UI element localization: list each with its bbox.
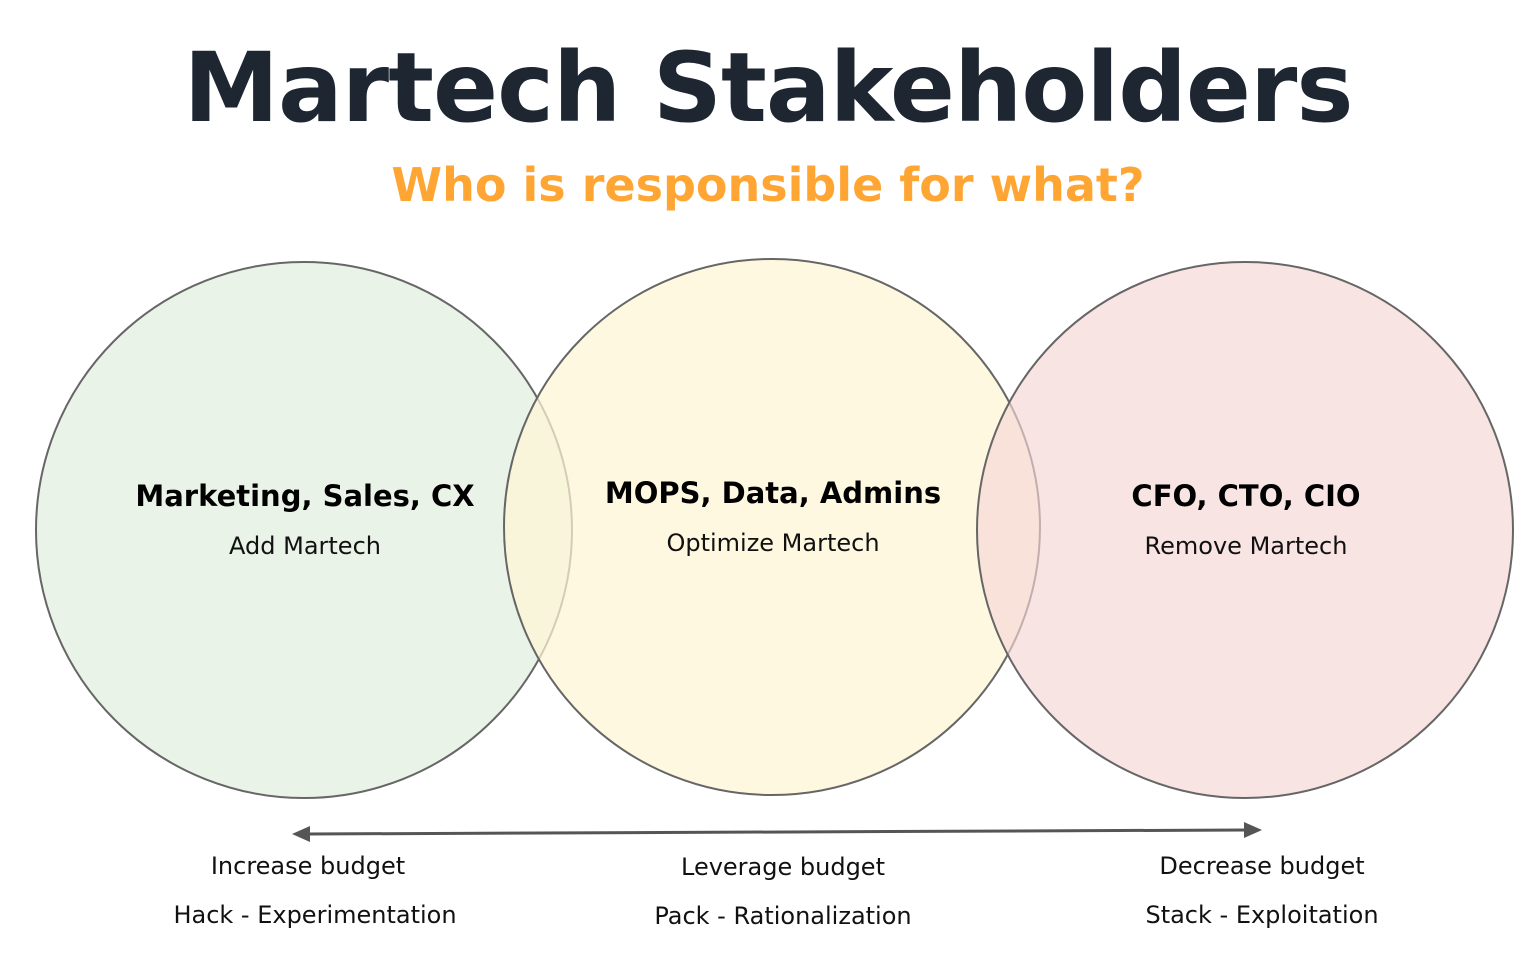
mode-label: Pack - Rationalization: [654, 902, 912, 930]
circle-action: Optimize Martech: [666, 529, 880, 557]
circle-heading: CFO, CTO, CIO: [1131, 479, 1361, 513]
budget-label: Leverage budget: [681, 853, 885, 881]
spectrum-column-left: Increase budget Hack - Experimentation: [98, 850, 518, 931]
circle-heading: MOPS, Data, Admins: [604, 476, 942, 510]
budget-label: Increase budget: [210, 852, 406, 880]
circle-action: Remove Martech: [1144, 532, 1348, 560]
circle-action: Add Martech: [229, 532, 381, 560]
spectrum-column-right: Decrease budget Stack - Exploitation: [1052, 850, 1472, 931]
page-subtitle: Who is responsible for what?: [391, 158, 1145, 212]
page-title: Martech Stakeholders: [183, 32, 1353, 144]
mode-label: Stack - Exploitation: [1145, 901, 1379, 929]
circle-label-right: CFO, CTO, CIO Remove Martech: [1016, 476, 1476, 562]
circle-heading: Marketing, Sales, CX: [135, 479, 475, 513]
circle-label-left: Marketing, Sales, CX Add Martech: [75, 476, 535, 562]
budget-label: Decrease budget: [1159, 852, 1365, 880]
mode-label: Hack - Experimentation: [173, 901, 457, 929]
circle-label-middle: MOPS, Data, Admins Optimize Martech: [543, 473, 1003, 559]
spectrum-column-middle: Leverage budget Pack - Rationalization: [573, 851, 993, 932]
circle-cfo-cto-cio: [976, 261, 1514, 799]
double-headed-arrow-icon: [292, 822, 1262, 842]
